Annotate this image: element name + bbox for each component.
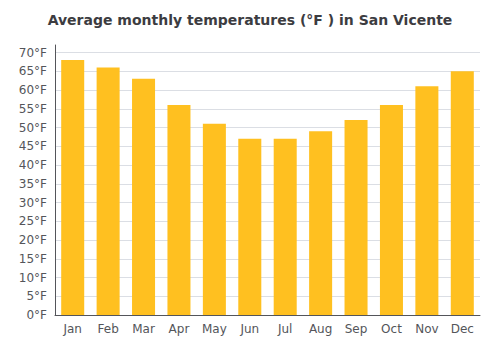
svg-text:Apr: Apr bbox=[169, 322, 190, 336]
svg-text:Nov: Nov bbox=[415, 322, 438, 336]
svg-text:May: May bbox=[202, 322, 227, 336]
svg-text:Dec: Dec bbox=[451, 322, 474, 336]
svg-text:55°F: 55°F bbox=[19, 102, 47, 116]
svg-text:70°F: 70°F bbox=[19, 46, 47, 60]
svg-text:30°F: 30°F bbox=[19, 196, 47, 210]
svg-text:Sep: Sep bbox=[345, 322, 368, 336]
svg-text:40°F: 40°F bbox=[19, 158, 47, 172]
svg-text:25°F: 25°F bbox=[19, 214, 47, 228]
svg-text:45°F: 45°F bbox=[19, 139, 47, 153]
svg-text:15°F: 15°F bbox=[19, 252, 47, 266]
svg-text:Oct: Oct bbox=[381, 322, 402, 336]
svg-text:50°F: 50°F bbox=[19, 121, 47, 135]
svg-text:35°F: 35°F bbox=[19, 177, 47, 191]
svg-text:Mar: Mar bbox=[132, 322, 155, 336]
svg-text:5°F: 5°F bbox=[26, 289, 47, 303]
svg-text:65°F: 65°F bbox=[19, 64, 47, 78]
svg-text:Average monthly temperatures (: Average monthly temperatures (°F ) in Sa… bbox=[48, 12, 453, 28]
svg-text:60°F: 60°F bbox=[19, 83, 47, 97]
svg-text:Aug: Aug bbox=[309, 322, 332, 336]
svg-text:Feb: Feb bbox=[98, 322, 119, 336]
svg-text:20°F: 20°F bbox=[19, 233, 47, 247]
svg-text:0°F: 0°F bbox=[26, 308, 47, 322]
svg-text:Jan: Jan bbox=[62, 322, 82, 336]
svg-text:Jun: Jun bbox=[239, 322, 259, 336]
svg-text:10°F: 10°F bbox=[19, 271, 47, 285]
svg-text:Jul: Jul bbox=[277, 322, 292, 336]
